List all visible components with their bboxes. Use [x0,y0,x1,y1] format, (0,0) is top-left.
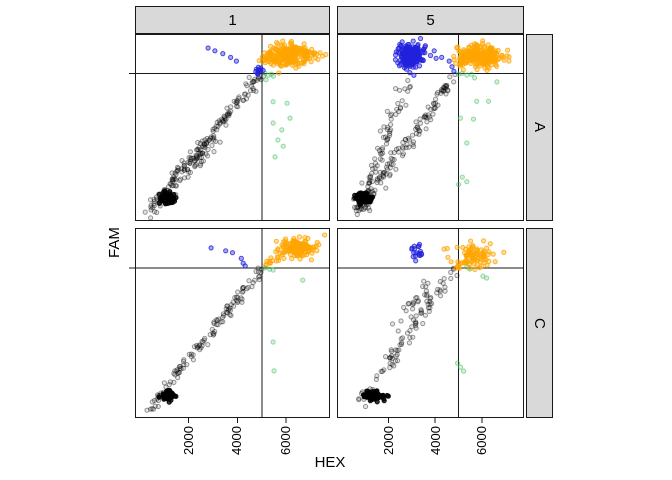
x-tick-label: 4000 [428,426,443,455]
column-strip-5: 5 [337,6,524,34]
x-tick-label: 2000 [381,426,396,455]
row-strip-C: C [526,228,553,418]
x-tick-label: 6000 [474,426,489,455]
column-strip-1-label: 1 [228,11,237,29]
x-axis-title: HEX [314,454,346,471]
column-strip-1: 1 [135,6,330,34]
column-strip-5-label: 5 [426,11,435,29]
row-strip-A-label: A [531,122,548,133]
row-strip-C-label: C [531,317,548,329]
row-strip-A: A [526,34,553,221]
y-axis-title: FAM [106,227,123,258]
x-tick-label: 2000 [181,426,196,455]
x-tick-label: 4000 [229,426,244,455]
x-tick-label: 6000 [278,426,293,455]
